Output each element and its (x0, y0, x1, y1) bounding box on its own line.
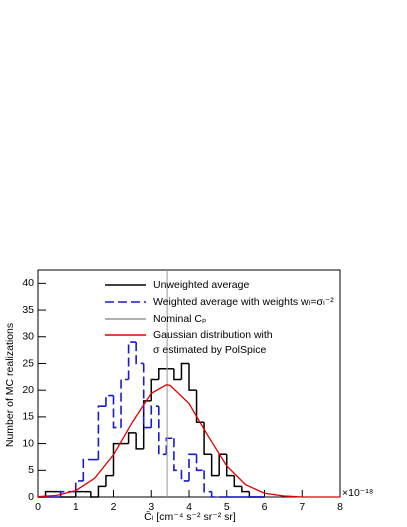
histogram-step (82, 458, 91, 481)
x-tick-label: 5 (224, 501, 230, 513)
y-tick-label: 35 (22, 304, 34, 316)
histogram-step (210, 454, 220, 477)
histogram-step (173, 438, 182, 472)
legend-label: σ estimated by PolSpice (153, 344, 266, 356)
histogram-step (112, 395, 122, 429)
histogram-step (75, 490, 84, 497)
histogram-step (74, 480, 84, 492)
histogram-step (241, 486, 250, 493)
histogram-step (248, 491, 257, 498)
histogram-step (210, 491, 220, 498)
x-tick-label: 7 (299, 501, 305, 513)
histogram-step (127, 341, 137, 380)
gaussian-curve (37, 384, 340, 498)
histogram-step (150, 405, 159, 428)
y-tick-label: 30 (22, 331, 34, 343)
histogram-step (188, 363, 197, 391)
histogram-step (195, 454, 205, 472)
histogram-step (97, 485, 106, 497)
y-tick-label: 5 (28, 464, 34, 476)
y-tick-label: 10 (22, 437, 34, 449)
legend-label: Unweighted average (153, 279, 249, 291)
histogram-step (44, 490, 54, 497)
histogram-step (90, 491, 99, 498)
histogram-step (188, 453, 197, 481)
histogram-step (127, 432, 137, 444)
histogram-step (112, 442, 122, 476)
histogram-step (59, 490, 69, 497)
legend-label: Nominal Cₚ (153, 313, 207, 325)
histogram-step (233, 475, 242, 488)
histogram-step (135, 432, 144, 450)
histogram-step (158, 406, 167, 456)
histogram-step (165, 437, 174, 455)
legend-label: Weighted average with weights wₗ=σₗ⁻² (153, 296, 334, 308)
x-tick-label: 6 (262, 501, 268, 513)
histogram-step (180, 470, 189, 482)
x-tick-label: 8 (337, 501, 343, 513)
histogram-step (180, 362, 189, 380)
histogram-step (105, 474, 114, 487)
y-tick-label: 20 (22, 384, 34, 396)
histogram-step (158, 368, 167, 380)
y-tick-label: 15 (22, 411, 34, 423)
histogram-step (120, 378, 129, 428)
histogram-step (142, 400, 152, 449)
histogram-step (203, 470, 212, 493)
y-tick-label: 25 (22, 357, 34, 369)
x-tick-label: 2 (111, 501, 117, 513)
histogram-step (195, 390, 205, 423)
histogram-step (203, 422, 212, 456)
histogram-step (105, 394, 114, 407)
y-axis-label: Number of MC realizations (4, 323, 16, 447)
y-tick-label: 40 (22, 277, 34, 289)
legend-label: Gaussian distribution with (153, 329, 273, 341)
x-multiplier: ×10⁻¹⁸ (342, 487, 373, 499)
x-tick-label: 1 (73, 501, 79, 513)
x-tick-label: 3 (148, 501, 154, 513)
x-tick-label: 0 (35, 501, 41, 513)
histogram-step (173, 368, 182, 381)
histogram-step (142, 363, 152, 429)
histogram-step (226, 454, 235, 477)
x-tick-label: 4 (186, 501, 192, 513)
histogram-step (135, 342, 144, 365)
y-tick-label: 0 (28, 491, 34, 503)
x-axis-label: C̄ₗ [cm⁻⁴ s⁻² sr⁻² sr] (144, 510, 236, 523)
histogram-step (97, 405, 106, 460)
